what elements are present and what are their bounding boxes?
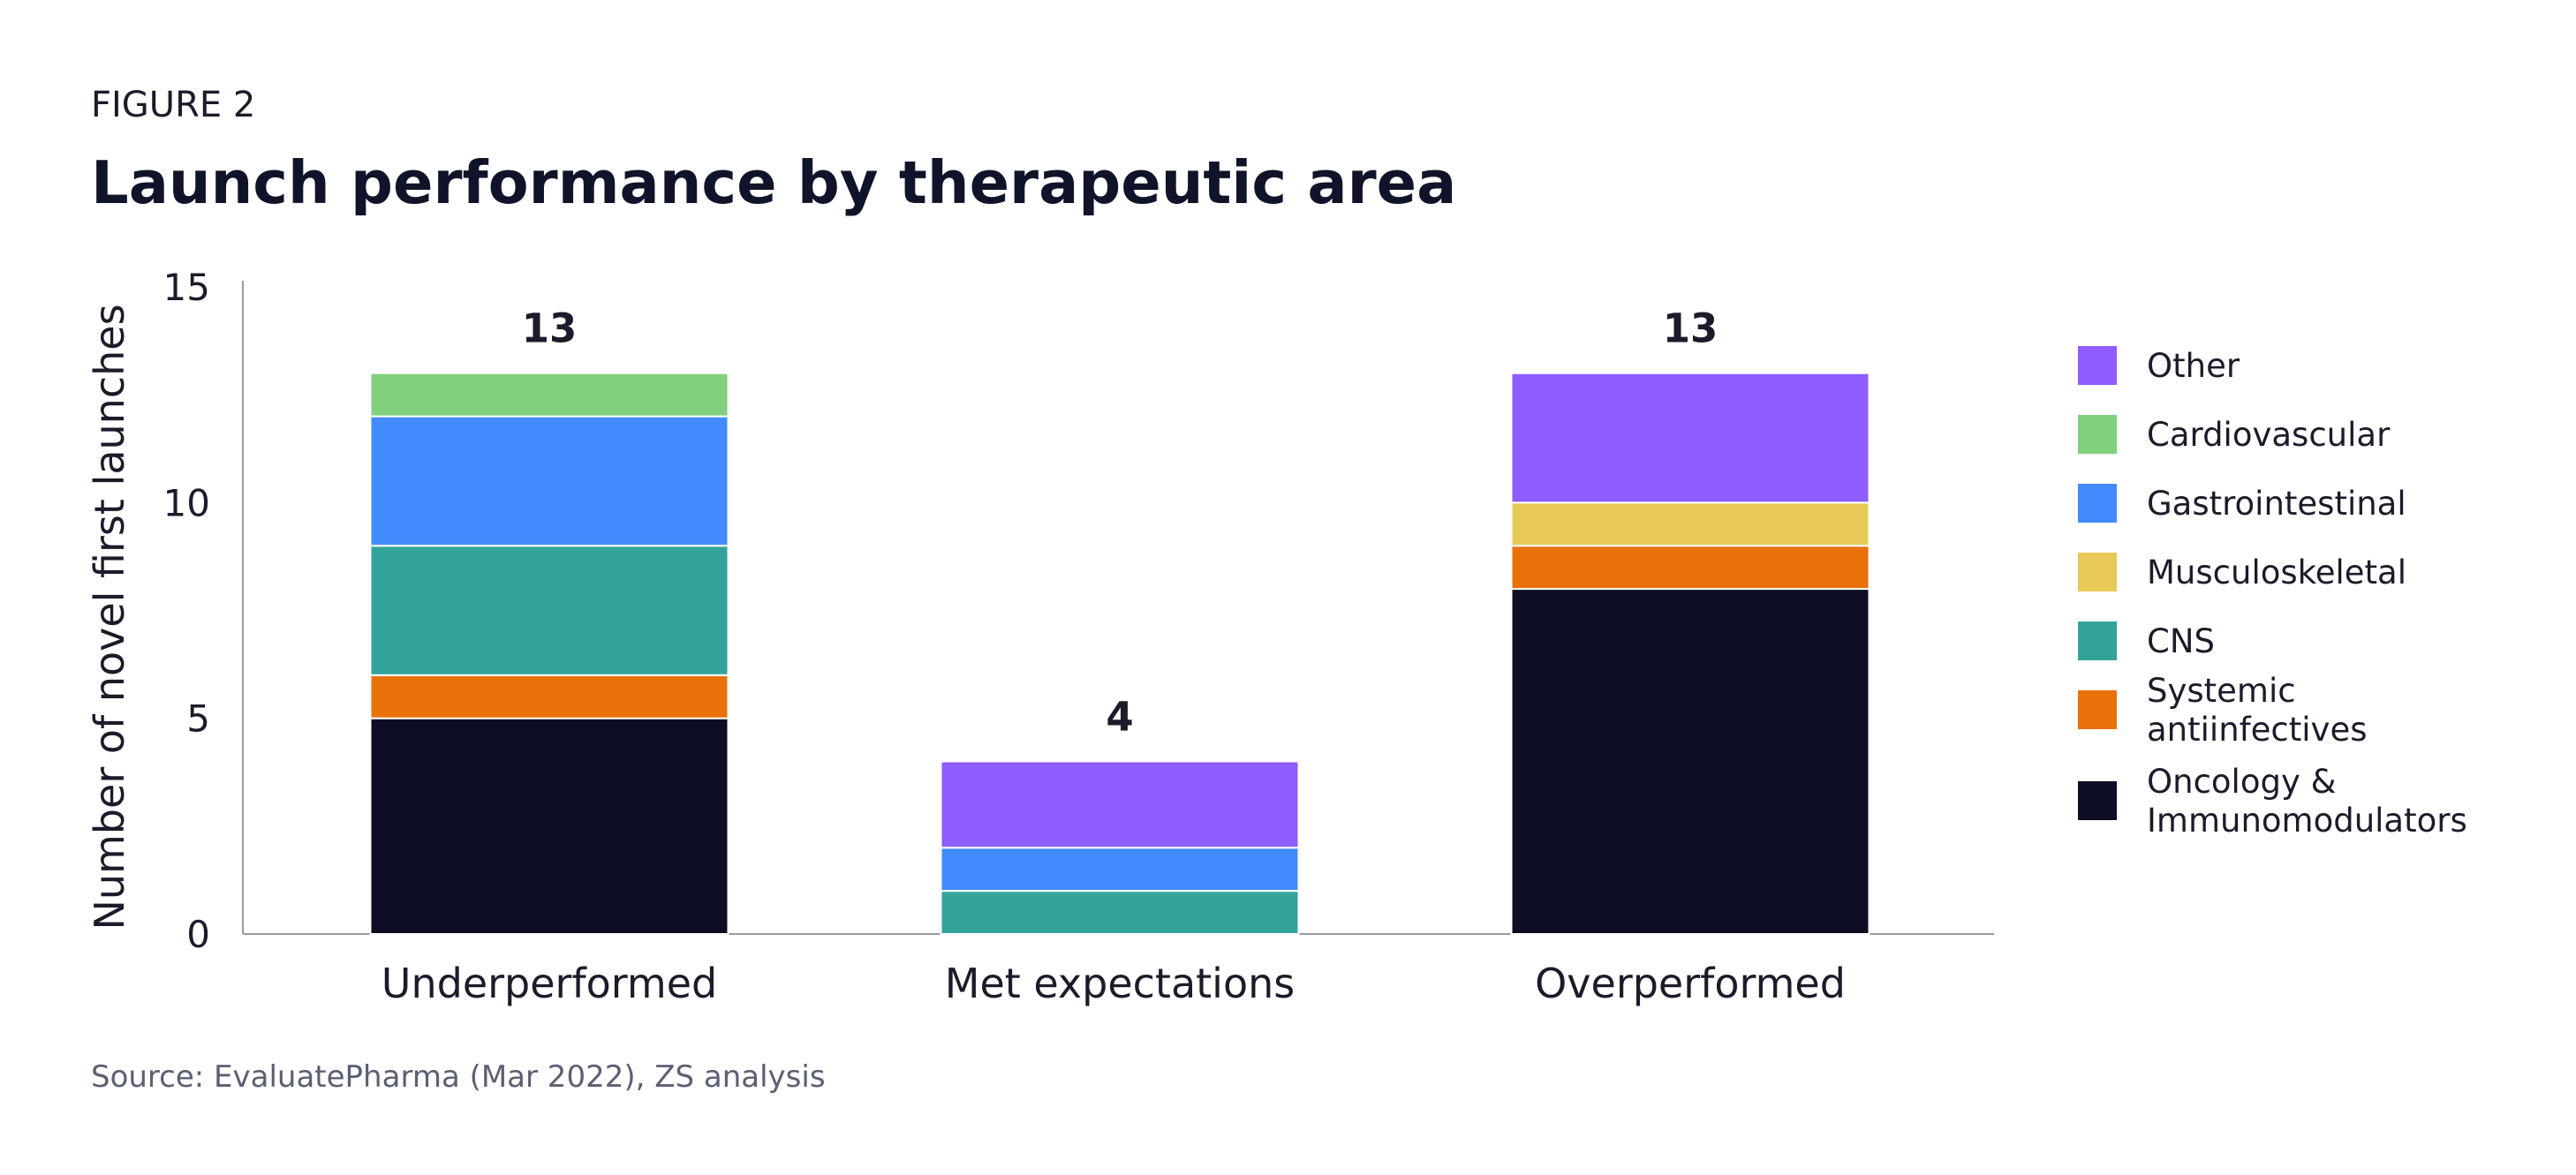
bar-segment [940, 760, 1300, 849]
legend-swatch [2078, 621, 2117, 660]
legend-swatch [2078, 553, 2117, 591]
legend-label: CNS [2147, 622, 2215, 660]
legend-label: Other [2147, 347, 2240, 385]
bar-segment [940, 890, 1300, 936]
bar-total-label: 4 [1106, 694, 1133, 741]
legend-label: Gastrointestinal [2147, 485, 2406, 523]
legend-label: Cardiovascular [2147, 416, 2391, 454]
chart-title: Launch performance by therapeutic area [91, 148, 1457, 217]
legend-swatch [2078, 415, 2117, 454]
bar-segment [369, 415, 729, 547]
bar-segment [369, 372, 729, 418]
bar-segment [1510, 588, 1870, 935]
x-category-label: Met expectations [945, 960, 1295, 1007]
legend-label: Systemic [2147, 672, 2296, 710]
legend-swatch [2078, 690, 2117, 729]
y-tick-label: 15 [163, 266, 210, 309]
legend-label: Oncology & [2147, 763, 2336, 801]
y-tick-label: 5 [186, 697, 210, 741]
y-axis-label: Number of novel first launches [86, 304, 133, 930]
legend-label: Musculoskeletal [2147, 554, 2406, 591]
bar-total-label: 13 [1663, 305, 1719, 352]
bar-segment [940, 847, 1300, 893]
legend-swatch [2078, 346, 2117, 385]
figure-label: FIGURE 2 [91, 85, 256, 125]
bar-segment [369, 545, 729, 676]
x-category-label: Overperformed [1535, 960, 1846, 1007]
bar-segment [369, 717, 729, 936]
bar-segment [369, 674, 729, 719]
bar-segment [1510, 545, 1870, 591]
legend-swatch [2078, 781, 2117, 820]
y-tick-label: 0 [186, 913, 210, 956]
legend-swatch [2078, 484, 2117, 523]
x-category-label: Underperformed [381, 960, 717, 1007]
bar-total-label: 13 [522, 305, 578, 352]
y-tick-label: 10 [163, 481, 210, 524]
bar-segment [1510, 501, 1870, 547]
legend-label: antiinfectives [2147, 711, 2368, 749]
source-note: Source: EvaluatePharma (Mar 2022), ZS an… [91, 1059, 826, 1095]
bar-segment [1510, 372, 1870, 504]
legend-label: Immunomodulators [2147, 802, 2467, 840]
